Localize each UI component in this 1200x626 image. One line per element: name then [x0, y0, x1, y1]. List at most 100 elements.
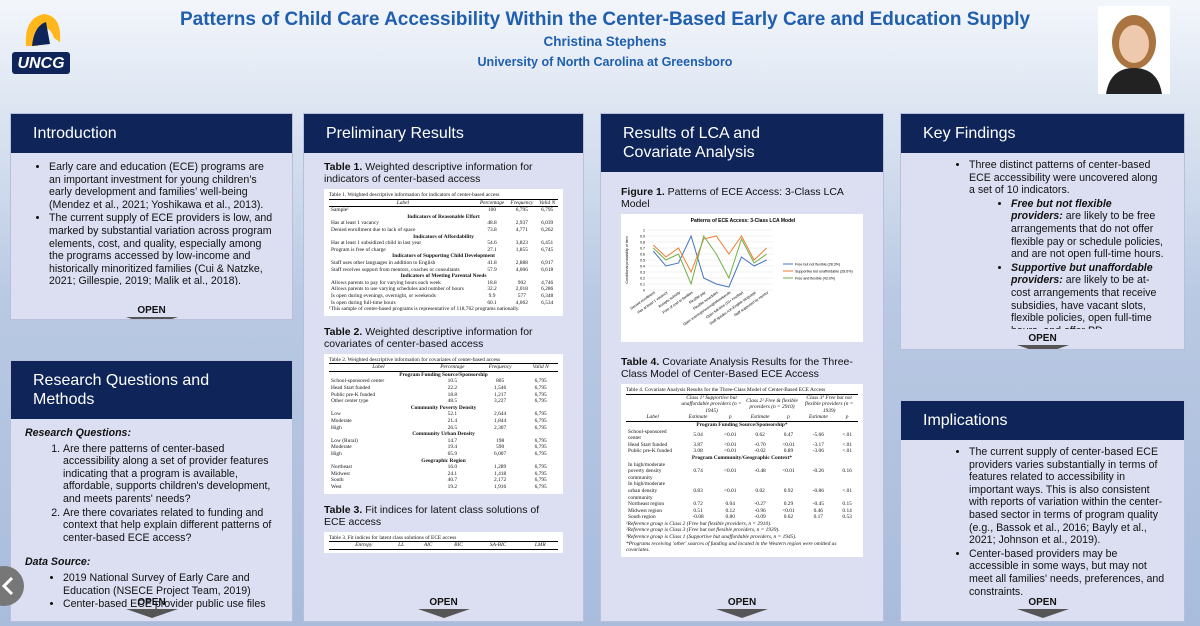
panel-heading: Research Questions and Methods — [11, 361, 292, 419]
section-row: Program Funding Source/Sponsorship — [329, 371, 558, 378]
panel-heading: Results of LCA and Covariate Analysis — [601, 114, 883, 172]
cell: 40.7 — [447, 477, 458, 484]
cell: 577 — [517, 292, 526, 299]
cell: 57.9 — [487, 266, 497, 273]
header-cell — [329, 542, 339, 550]
caption: Table 1. Weighted descriptive informatio… — [324, 161, 563, 185]
open-button[interactable]: OPEN — [712, 597, 772, 618]
sub-bullet: Supportive but unaffordable providers: a… — [1011, 262, 1166, 329]
cell: Moderate — [331, 444, 352, 451]
cell: <0.01 — [782, 441, 795, 448]
cell: -0.48 — [754, 468, 766, 475]
cell: 198 — [496, 437, 505, 444]
header-cell: Estimate — [750, 414, 770, 421]
row: Is open during full-time hours 60.1 4,062 6… — [329, 300, 558, 307]
cell: 27.1 — [487, 246, 497, 253]
row: Staff receives support from mentors, coa… — [329, 267, 558, 274]
open-label[interactable]: OPEN — [1028, 597, 1057, 608]
open-button[interactable]: OPEN — [122, 305, 182, 319]
row: Head Start funded 22.2 1,546 6,795 — [329, 385, 558, 392]
cell: 100 — [487, 207, 497, 214]
cell: <0.01 — [782, 468, 795, 475]
cell: 5.04 — [693, 431, 703, 438]
table-body: Program Funding Source/Sponsorship School… — [329, 371, 558, 490]
caption: Table 4. Covariate Analysis Results for … — [621, 356, 863, 380]
caption-label: Table 3. — [324, 503, 363, 516]
section-cell: Indicators of Meeting Parental Needs — [400, 273, 487, 280]
open-label[interactable]: OPEN — [137, 305, 166, 316]
open-button[interactable]: OPEN — [122, 597, 182, 618]
cell: 4,062 — [515, 299, 528, 306]
section-cell: Community Urban Density — [412, 431, 475, 438]
text: are likely to be at-cost arrangements th… — [1011, 274, 1157, 329]
cell: 18.8 — [447, 391, 458, 398]
legend-label: Free and flexible (43.0%) — [795, 276, 835, 280]
cell: 18.8 — [487, 279, 497, 286]
bullet: Early care and education (ECE) programs … — [49, 161, 278, 211]
cell: <.01 — [842, 431, 853, 438]
cell: 3.08 — [693, 448, 703, 455]
section-row: Community Poverty Density — [329, 405, 558, 412]
cell: 6,795 — [534, 470, 547, 477]
y-tick-label: 1 — [643, 228, 645, 232]
cell: 19.4 — [447, 444, 458, 451]
term: Supportive but unaffordable providers: — [1011, 261, 1153, 287]
section-row: Indicators of Affordability — [329, 234, 558, 241]
header-row: Entropy LL AIC BIC SA-BIC LMR — [329, 542, 558, 550]
group-row: Class 1¹ Supportive but unaffordable pro… — [626, 394, 858, 414]
row: Moderate 21.4 1,844 6,795 — [329, 418, 558, 425]
cell: <.01 — [842, 441, 853, 448]
cell: 6,007 — [494, 451, 507, 457]
cell: Midwest region — [628, 507, 662, 514]
author: Christina Stephens — [543, 34, 667, 49]
bullet: Center-based ECE provider public use fil… — [63, 598, 278, 611]
cell: Midwest — [331, 470, 350, 477]
methods-panel: Research Questions and Methods Research … — [10, 360, 293, 622]
row: Allows parents to pay for varying hours … — [329, 280, 558, 287]
section-row: Program Funding Source/Sponsorship* — [626, 421, 858, 428]
series-line — [652, 234, 767, 286]
table-image: Table 2. Weighted descriptive informatio… — [324, 353, 563, 494]
prev-button[interactable] — [0, 566, 24, 606]
cell: 805 — [496, 378, 505, 385]
cell: 0.72 — [693, 501, 703, 508]
table-title: Table 4. Covariate Analysis Results for … — [626, 387, 826, 393]
open-label[interactable]: OPEN — [429, 597, 458, 608]
open-label[interactable]: OPEN — [727, 597, 757, 608]
table-image: Table 1. Weighted descriptive informatio… — [324, 189, 563, 316]
header-cell: Frequency — [510, 199, 534, 206]
row: School-sponsored center 10.5 805 6,795 — [329, 378, 558, 385]
header-cell: p — [787, 414, 790, 421]
row: South 40.7 2,172 6,795 — [329, 477, 558, 484]
table-title: Table 1. Weighted descriptive informatio… — [329, 192, 500, 198]
row: High 65.9 6,007 6,795 — [329, 451, 558, 458]
header-row: Label Percentage Frequency Valid N — [329, 199, 558, 207]
section-cell: Geographic Region — [421, 457, 466, 464]
cell: 41.8 — [487, 259, 497, 266]
bullet: Three distinct patterns of center-based … — [969, 159, 1166, 197]
row: South region -0.08 0.80 -0.09 0.62 0.17 0.53 — [626, 514, 858, 521]
cell: <0.01 — [723, 487, 737, 494]
cell: 73.8 — [487, 226, 497, 233]
open-button[interactable]: OPEN — [414, 597, 474, 618]
cell: 6,795 — [534, 424, 547, 431]
cell: 6,286 — [541, 286, 554, 293]
group-cell: Class 2² Free & flexible providers (n = … — [746, 397, 798, 411]
table-title: Table 3. Fit indices for latent class so… — [329, 534, 457, 541]
table-note: ¹This sample of center-based programs is… — [329, 306, 520, 313]
cell: 9.9 — [488, 292, 496, 299]
cell: 1,844 — [494, 418, 507, 425]
affiliation: University of North Carolina at Greensbo… — [477, 55, 733, 69]
header-cell: Label — [646, 414, 659, 421]
open-label[interactable]: OPEN — [1028, 333, 1057, 344]
cell — [626, 394, 679, 414]
cell: -0.26 — [812, 468, 824, 475]
open-button[interactable]: OPEN — [1013, 333, 1073, 349]
open-label[interactable]: OPEN — [137, 597, 166, 608]
cell: In high/moderate urban density community — [628, 481, 665, 501]
table-note: *Programs receiving 'other' sources of f… — [626, 540, 837, 554]
cell: 0.83 — [693, 487, 703, 494]
cell: 1,855 — [515, 246, 528, 253]
cell: Head Start funded — [628, 441, 668, 448]
open-button[interactable]: OPEN — [1013, 597, 1073, 618]
